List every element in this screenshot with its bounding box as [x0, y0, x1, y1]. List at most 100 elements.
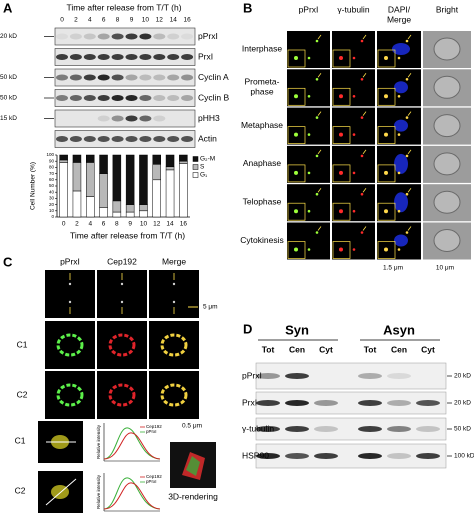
blot-band [125, 33, 138, 40]
time-label: 14 [170, 17, 178, 24]
blot-band [167, 136, 180, 142]
blot-label: Cyclin A [198, 72, 229, 82]
inset-spot [294, 247, 298, 252]
arrow [362, 187, 367, 193]
y-tick-label: 30 [49, 196, 55, 201]
spot [405, 192, 409, 196]
marker-label: 50 kD [454, 426, 471, 433]
blot [54, 68, 196, 87]
inset [332, 241, 351, 259]
lane-label: Tot [364, 344, 377, 354]
inset [377, 164, 396, 183]
nucleus [394, 81, 408, 94]
bar-segment [72, 162, 82, 192]
inset [377, 87, 396, 106]
render-shape [186, 456, 200, 476]
blot-band [69, 33, 82, 40]
inset-spot [294, 170, 298, 175]
bar-segment [99, 207, 108, 218]
blot-band [139, 136, 152, 142]
spot [352, 209, 356, 213]
blot-band [256, 400, 280, 406]
legend-swatch [192, 164, 199, 170]
row-label: phase [250, 87, 273, 97]
bar-segment [125, 154, 135, 205]
column-header: Cep192 [107, 256, 137, 266]
blot-label: pPrxI [198, 31, 218, 41]
blot-band [125, 74, 138, 81]
time-label: 12 [156, 17, 164, 24]
time-label: 6 [102, 17, 106, 24]
legend-label: pPrxI [146, 429, 157, 434]
inset-spot [294, 209, 298, 214]
blot-band [285, 373, 309, 379]
bar-segment [165, 154, 175, 168]
row-label: Telophase [243, 196, 282, 206]
row-label: Prometa- [245, 77, 280, 87]
spot [360, 39, 364, 43]
inset [287, 49, 306, 68]
row-label: Interphase [242, 43, 282, 53]
blot-band [181, 74, 194, 81]
blot [54, 109, 196, 128]
spot [315, 78, 319, 81]
spot [360, 192, 364, 196]
time-label: 2 [74, 17, 78, 24]
inset [377, 241, 396, 259]
micrograph [149, 371, 199, 419]
arrow [407, 226, 412, 231]
micrograph [332, 145, 375, 183]
spot [315, 192, 319, 196]
spot [68, 282, 72, 286]
spot [315, 116, 319, 119]
blot-band [416, 400, 440, 406]
inset-spot [384, 247, 388, 252]
lane-label: Cyt [319, 344, 333, 354]
micrograph [287, 31, 330, 68]
micrograph [332, 222, 375, 260]
blot-band [111, 74, 124, 81]
spot [360, 154, 364, 158]
y-tick-label: 20 [49, 202, 55, 207]
spot [360, 116, 364, 119]
x-tick-label: 10 [140, 221, 148, 228]
blot-band [97, 33, 110, 40]
micrograph [332, 31, 375, 68]
spot [405, 231, 409, 234]
panel-label: B [243, 0, 252, 15]
micrograph [97, 371, 147, 419]
bar-segment [59, 162, 68, 218]
x-axis-label: Time after release from T/T (h) [70, 230, 185, 240]
spot [315, 231, 319, 234]
inset [332, 126, 351, 144]
x-tick-label: 9 [128, 221, 132, 228]
blot-band [358, 373, 382, 379]
bar-segment [179, 160, 188, 164]
blot-band [111, 136, 124, 142]
blot-band [69, 136, 82, 142]
legend-label: G₂-M [200, 156, 215, 163]
spot [120, 282, 124, 286]
blot-band [181, 33, 194, 40]
spot [405, 154, 409, 158]
blot [54, 48, 196, 66]
spot [307, 248, 311, 251]
arrow [317, 34, 322, 40]
inset-spot [339, 170, 343, 175]
time-label: 10 [142, 17, 150, 24]
inset-spot [294, 94, 298, 99]
arrow [317, 111, 322, 116]
inset-spot [294, 132, 298, 137]
inset-spot [384, 56, 388, 60]
inset-spot [384, 170, 388, 175]
blot-label: γ-tubulin [242, 423, 274, 433]
inset-spot [384, 209, 388, 214]
spot [172, 282, 176, 286]
blot-band [139, 54, 152, 60]
centrosome [56, 333, 84, 357]
blot-label: HSP90 [242, 450, 269, 460]
inset [287, 202, 306, 221]
time-label: 8 [116, 17, 120, 24]
inset [332, 202, 351, 221]
profile-curve [103, 432, 161, 460]
